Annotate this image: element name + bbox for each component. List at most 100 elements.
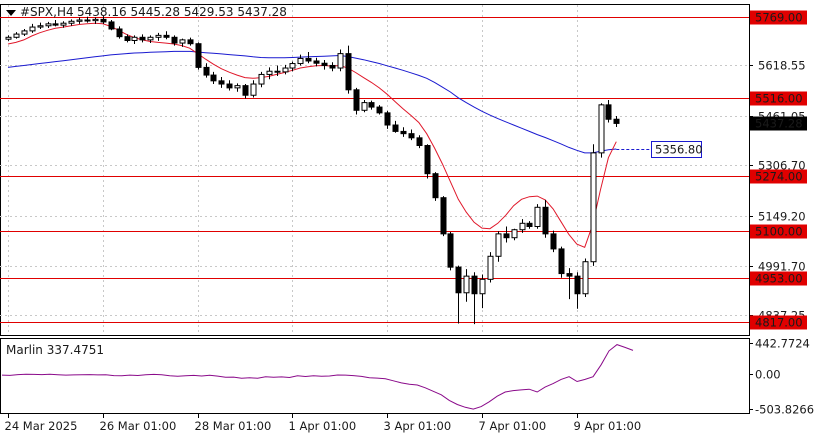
chart-header: #SPX,H4 5438.16 5445.28 5429.53 5437.28 [6,5,287,19]
time-tick-label: 26 Mar 01:00 [100,419,177,433]
bull-candle [92,18,99,22]
bear-candle [440,197,447,235]
bull-candle [297,57,304,65]
bear-candle [471,275,478,295]
price-pane: 5618.555461.055306.705149.204991.704837.… [0,4,807,336]
bull-candle [479,278,486,295]
bear-candle [384,112,391,126]
bull-candle [13,33,20,38]
bull-candle [5,36,12,40]
level-label-bg [750,10,807,25]
level-label: 4817.00 [755,316,803,330]
bear-candle [550,233,557,250]
candles [5,16,620,325]
bear-candle [52,23,59,26]
bear-candle [313,60,320,64]
price-tick-label: 5618.55 [758,59,806,73]
bull-candle [29,26,36,32]
bull-candle [534,206,541,228]
time-tick-label: 28 Mar 01:00 [195,419,272,433]
bear-candle [274,70,281,73]
bear-candle [203,66,210,76]
bear-candle [321,62,328,66]
oscillator-title: Marlin 337.4751 [6,343,104,357]
bull-candle [60,22,67,26]
bull-candle [155,34,162,38]
level-label: 5100.00 [755,225,803,239]
level-label-bg [750,315,807,330]
bull-candle [68,20,75,24]
time-tick-label: 3 Apr 01:00 [384,419,452,433]
bull-candle [511,229,518,239]
bear-candle [345,53,352,91]
level-label-bg [750,271,807,286]
level-label: 5274.00 [755,170,803,184]
bear-candle [503,233,510,239]
bull-candle [361,102,368,111]
bull-candle [598,104,605,154]
price-markers: 5437.28 5356.80 [616,116,807,158]
bear-candle [329,64,336,69]
oscillator-tick-label: -503.8266 [755,403,814,417]
marlin-oscillator-line [1,344,634,410]
time-axis: 24 Mar 2025 26 Mar 01:00 28 Mar 01:00 1 Apr… [5,414,642,433]
bear-candle [84,19,91,22]
bull-candle [234,85,241,89]
bear-candle [408,133,415,139]
time-tick-label: 9 Apr 01:00 [574,419,642,433]
bull-candle [582,261,589,295]
oscillator-tick-label: 442.7724 [755,337,810,351]
bear-candle [392,124,399,132]
bear-candle [187,39,194,45]
bear-candle [558,248,565,275]
price-tick-label: 4991.70 [758,260,806,274]
bull-candle [258,73,265,85]
bull-candle [282,67,289,73]
bear-candle [566,273,573,277]
bull-candle [21,30,28,35]
bull-candle [45,23,52,27]
bear-candle [242,85,249,96]
collapse-triangle-icon[interactable] [6,10,16,16]
bear-candle [305,57,312,62]
oscillator-pane: 442.7724 0.00 -503.8266 Marlin 337.4751 [0,337,814,417]
bull-candle [266,70,273,75]
marlin-line [1,344,634,410]
bear-candle [171,36,178,44]
bull-candle [179,39,186,44]
level-label: 5516.00 [755,92,803,106]
bull-candle [250,83,257,96]
bear-candle [139,36,146,41]
level-label: 4953.00 [755,272,803,286]
bear-candle [100,18,107,23]
symbol-timeframe: #SPX,H4 [20,5,74,19]
time-tick-label: 1 Apr 01:00 [289,419,357,433]
bear-candle [195,43,202,68]
bear-candle [210,74,217,82]
bear-candle [108,21,115,30]
bull-candle [37,25,44,28]
bull-candle [487,255,494,280]
bear-candle [574,275,581,295]
horizontal-levels: 5769.00 5516.00 5274.00 5100.00 4953.00 4817.… [0,10,807,330]
bear-candle [124,36,131,41]
bear-candle [455,266,462,294]
bear-candle [526,222,533,228]
level-label: 5769.00 [755,11,803,25]
bear-candle [116,28,123,38]
slow-moving-average [7,50,617,154]
bear-candle [353,89,360,111]
bull-candle [147,36,154,41]
bear-candle [218,80,225,85]
bull-candle [590,152,597,263]
bear-candle [605,104,612,120]
bear-candle [542,206,549,235]
price-tick-label: 5306.70 [758,159,806,173]
current-price-bg [750,116,807,131]
bear-candle [432,173,439,199]
bear-candle [226,83,233,89]
ma-callout-box [651,141,702,158]
bear-candle [163,34,170,38]
bull-candle [495,233,502,257]
